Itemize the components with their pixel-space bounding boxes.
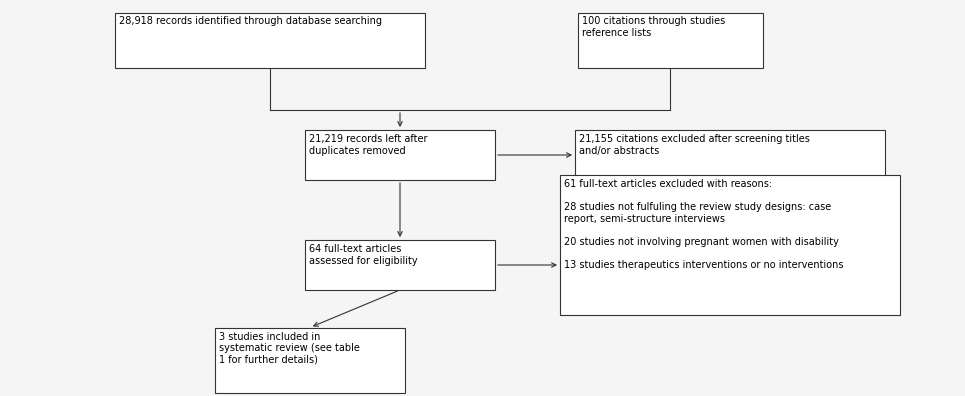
- FancyBboxPatch shape: [115, 13, 425, 67]
- Text: 64 full-text articles
assessed for eligibility: 64 full-text articles assessed for eligi…: [309, 244, 418, 266]
- FancyBboxPatch shape: [560, 175, 900, 315]
- FancyBboxPatch shape: [575, 130, 885, 180]
- Text: 28,918 records identified through database searching: 28,918 records identified through databa…: [119, 17, 382, 27]
- FancyBboxPatch shape: [305, 240, 495, 290]
- Text: 21,155 citations excluded after screening titles
and/or abstracts: 21,155 citations excluded after screenin…: [579, 134, 810, 156]
- FancyBboxPatch shape: [305, 130, 495, 180]
- Text: 61 full-text articles excluded with reasons:

28 studies not fulfuling the revie: 61 full-text articles excluded with reas…: [564, 179, 843, 270]
- FancyBboxPatch shape: [215, 327, 405, 392]
- FancyBboxPatch shape: [577, 13, 762, 67]
- Text: 3 studies included in
systematic review (see table
1 for further details): 3 studies included in systematic review …: [219, 331, 360, 365]
- Text: 100 citations through studies
reference lists: 100 citations through studies reference …: [582, 17, 725, 38]
- Text: 21,219 records left after
duplicates removed: 21,219 records left after duplicates rem…: [309, 134, 427, 156]
